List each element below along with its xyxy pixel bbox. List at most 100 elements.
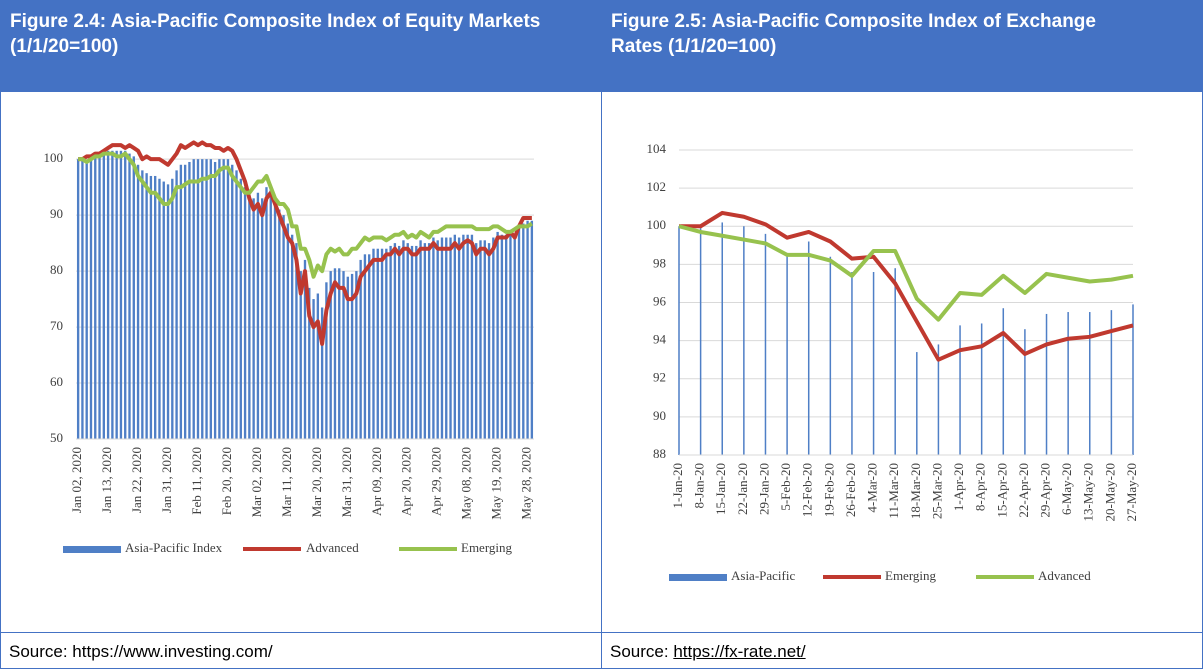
x-tick-label: 22-Jan-20: [735, 463, 750, 515]
bar: [368, 254, 371, 439]
chart: 88 90 92 94 96 98 100 102 104 1-Jan-20 8-Jan-20 15-…: [601, 92, 1203, 632]
chart: 50 60 70 80 90 100 Jan 02, 2020 Jan 13, 2020 Jan…: [0, 92, 602, 632]
bar: [98, 156, 101, 439]
bar: [505, 234, 508, 439]
bar: [872, 272, 875, 455]
bar: [829, 256, 832, 455]
y-tick-label: 102: [647, 179, 667, 194]
bar: [393, 243, 397, 439]
x-tick-label: 29-Jan-20: [756, 463, 771, 515]
x-tick-label: Feb 20, 2020: [219, 447, 234, 515]
x-tick-label: 1-Apr-20: [951, 463, 966, 511]
figure-header: Figure 2.5: Asia-Pacific Composite Index…: [601, 0, 1203, 92]
legend-label: Asia-Pacific Index: [125, 540, 223, 555]
y-tick-label: 104: [647, 141, 667, 156]
bar: [699, 228, 702, 455]
bar: [231, 164, 234, 440]
legend-label: Advanced: [1038, 568, 1091, 583]
bar: [85, 161, 88, 439]
bar: [299, 271, 302, 439]
bar: [338, 268, 341, 439]
legend-swatch: [669, 574, 727, 581]
x-tick-label: 18-Mar-20: [908, 463, 923, 519]
bar: [513, 234, 516, 439]
bar: [171, 178, 174, 439]
bar: [273, 201, 277, 439]
source-link[interactable]: https://fx-rate.net/: [673, 642, 806, 661]
bar: [1132, 304, 1134, 455]
bar: [509, 231, 512, 439]
x-tick-label: 27-May-20: [1124, 463, 1139, 522]
bar: [102, 153, 105, 439]
bar: [303, 259, 307, 439]
bar: [380, 248, 384, 439]
legend-label: Asia-Pacific: [731, 568, 795, 583]
bar: [94, 156, 97, 439]
source: Source: https://fx-rate.net/: [601, 632, 1203, 669]
x-tick-label: 12-Feb-20: [800, 463, 815, 517]
bar: [218, 159, 221, 439]
x-tick-label: May 28, 2020: [519, 447, 534, 520]
bar: [526, 220, 529, 439]
bar: [1110, 310, 1113, 455]
bar: [256, 192, 260, 439]
bar: [483, 240, 486, 439]
bar: [196, 159, 200, 439]
bar: [980, 323, 983, 455]
y-tick-label: 50: [50, 430, 63, 445]
bar: [154, 175, 157, 439]
bar: [162, 181, 165, 439]
x-tick-label: May 08, 2020: [459, 447, 474, 520]
line: [678, 224, 1134, 322]
bar: [188, 161, 191, 439]
bar: [213, 161, 217, 439]
bar: [436, 240, 439, 439]
bar: [397, 245, 401, 439]
legend-label: Emerging: [885, 568, 937, 583]
bar: [522, 223, 525, 439]
x-tick-label: 20-May-20: [1102, 463, 1117, 522]
bar: [308, 287, 311, 439]
x-tick-label: Mar 11, 2020: [279, 447, 294, 517]
bar: [320, 307, 324, 439]
bar: [145, 173, 148, 439]
x-tick-label: 25-Mar-20: [929, 463, 944, 519]
source-text: Source: https://www.investing.com/: [9, 642, 273, 661]
bar: [355, 271, 358, 439]
x-tick-label: 11-Mar-20: [886, 463, 901, 519]
bar: [1002, 308, 1005, 455]
bar: [406, 243, 409, 439]
bar: [239, 178, 242, 439]
x-tick-label: Jan 02, 2020: [69, 447, 84, 513]
x-tick-label: 13-May-20: [1081, 463, 1096, 522]
bar: [183, 164, 187, 440]
bar: [346, 276, 349, 439]
bar: [201, 159, 204, 439]
bar: [136, 164, 140, 440]
bar: [492, 237, 495, 439]
bar: [807, 241, 810, 455]
bar: [205, 159, 208, 439]
figure-title: Figure 2.4: Asia-Pacific Composite Index…: [10, 11, 541, 57]
bar: [278, 209, 281, 439]
x-tick-label: 26-Feb-20: [843, 463, 858, 517]
y-tick-label: 100: [647, 217, 667, 232]
source: Source: https://www.investing.com/: [0, 632, 602, 669]
bar: [128, 153, 131, 439]
x-tick-label: 4-Mar-20: [865, 463, 880, 513]
x-tick-label: 29-Apr-20: [1038, 463, 1053, 518]
bar: [316, 293, 320, 439]
bar: [959, 325, 961, 455]
bar: [115, 150, 118, 439]
bar: [252, 198, 255, 439]
y-tick-label: 96: [653, 293, 667, 308]
x-tick-label: Apr 09, 2020: [369, 447, 384, 516]
y-tick-label: 94: [653, 332, 667, 347]
bar: [342, 271, 345, 439]
bar: [166, 184, 170, 439]
bar: [1067, 312, 1069, 455]
line: [679, 210, 1134, 362]
bar: [106, 150, 110, 439]
bar: [764, 233, 767, 455]
